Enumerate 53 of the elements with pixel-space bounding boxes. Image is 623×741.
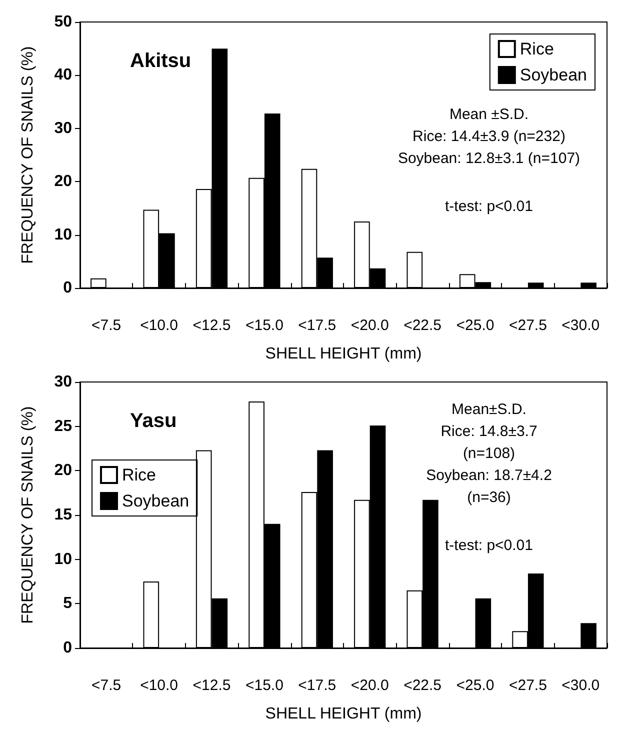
x-tick-label: <7.5 xyxy=(92,677,122,694)
annotation: t-test: p<0.01 xyxy=(445,537,533,554)
y-tick-label: 30 xyxy=(54,120,72,137)
legend-label: Rice xyxy=(520,40,554,58)
y-tick-label: 50 xyxy=(54,14,72,30)
y-tick-label: 25 xyxy=(54,418,72,435)
x-tick-label: <22.5 xyxy=(404,317,442,334)
x-axis-title: SHELL HEIGHT (mm) xyxy=(265,706,422,722)
x-tick-label: <17.5 xyxy=(298,317,336,334)
x-tick-label: <20.0 xyxy=(350,317,389,334)
y-tick-label: 5 xyxy=(63,595,72,612)
x-tick-label: <20.0 xyxy=(350,677,389,694)
x-tick-label: <15.0 xyxy=(245,317,284,334)
x-tick-label: <30.0 xyxy=(562,317,600,334)
x-tick-label: <22.5 xyxy=(404,677,442,694)
annotation: t-test: p<0.01 xyxy=(445,198,533,215)
annotation: Rice: 14.8±3.7 xyxy=(440,423,538,440)
y-tick-label: 40 xyxy=(54,66,72,84)
y-axis-title: FREQUENCY OF SNAILS (%) xyxy=(20,46,36,264)
y-tick-label: 20 xyxy=(54,462,72,480)
text: Akitsu xyxy=(130,50,192,72)
x-tick-label: <27.5 xyxy=(508,317,547,334)
text: Yasu xyxy=(130,410,177,432)
y-tick-label: 0 xyxy=(63,280,72,296)
annotation: (n=108) xyxy=(462,445,516,462)
annotation: Mean±S.D. xyxy=(452,401,526,418)
y-tick-label: 30 xyxy=(54,374,72,390)
x-tick-label: <30.0 xyxy=(562,677,600,694)
x-tick-label: <12.5 xyxy=(192,317,231,334)
x-axis-title: SHELL HEIGHT (mm) xyxy=(265,346,422,362)
x-tick-label: <25.0 xyxy=(456,677,494,694)
legend-label: Soybean xyxy=(520,66,588,84)
annotation: Rice: 14.4±3.9 (n=232) xyxy=(412,128,566,145)
x-tick-label: <15.0 xyxy=(245,677,284,694)
x-tick-label: <7.5 xyxy=(92,317,122,334)
annotation: (n=36) xyxy=(467,489,511,506)
legend-label: Soybean xyxy=(122,492,190,510)
x-tick-label: <10.0 xyxy=(140,677,178,694)
annotation: Soybean: 18.7±4.2 xyxy=(426,467,552,484)
annotation: Soybean: 12.8±3.1 (n=107) xyxy=(398,150,580,167)
y-tick-label: 15 xyxy=(54,506,72,524)
x-tick-label: <17.5 xyxy=(298,677,336,694)
y-tick-label: 20 xyxy=(54,173,72,190)
legend-label: Rice xyxy=(122,466,156,484)
x-tick-label: <10.0 xyxy=(140,317,178,334)
y-tick-label: 10 xyxy=(54,226,72,244)
x-tick-label: <12.5 xyxy=(192,677,231,694)
y-tick-label: 10 xyxy=(54,550,72,568)
annotation: Mean ±S.D. xyxy=(449,106,529,123)
y-tick-label: 0 xyxy=(63,640,72,656)
y-axis-title: FREQUENCY OF SNAILS (%) xyxy=(20,406,36,624)
x-tick-label: <27.5 xyxy=(508,677,547,694)
x-tick-label: <25.0 xyxy=(456,317,494,334)
